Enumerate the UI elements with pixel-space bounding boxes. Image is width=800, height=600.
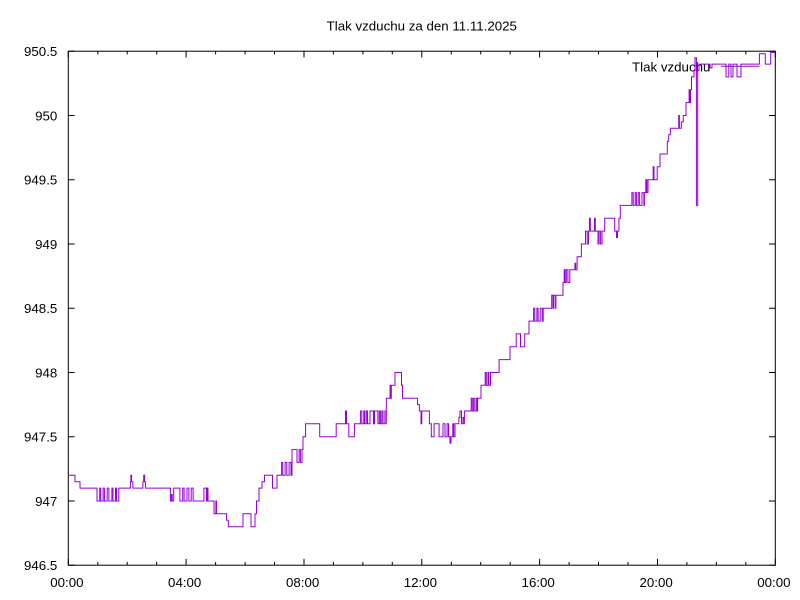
svg-text:946.5: 946.5 [24,558,57,573]
svg-text:Tlak vzduchu: Tlak vzduchu [632,59,710,74]
svg-text:16:00: 16:00 [522,575,555,590]
svg-text:04:00: 04:00 [168,575,201,590]
svg-text:947.5: 947.5 [24,430,57,445]
svg-text:948: 948 [35,365,57,380]
svg-text:948.5: 948.5 [24,301,57,316]
svg-text:950: 950 [35,108,57,123]
svg-text:947: 947 [35,494,57,509]
svg-text:00:00: 00:00 [50,575,83,590]
svg-text:949.5: 949.5 [24,173,57,188]
svg-text:Tlak vzduchu za den 11.11.2025: Tlak vzduchu za den 11.11.2025 [327,19,517,34]
svg-text:00:00: 00:00 [757,575,790,590]
svg-text:949: 949 [35,237,57,252]
svg-text:20:00: 20:00 [639,575,672,590]
svg-text:08:00: 08:00 [286,575,319,590]
svg-text:12:00: 12:00 [404,575,437,590]
svg-text:950.5: 950.5 [24,44,57,59]
